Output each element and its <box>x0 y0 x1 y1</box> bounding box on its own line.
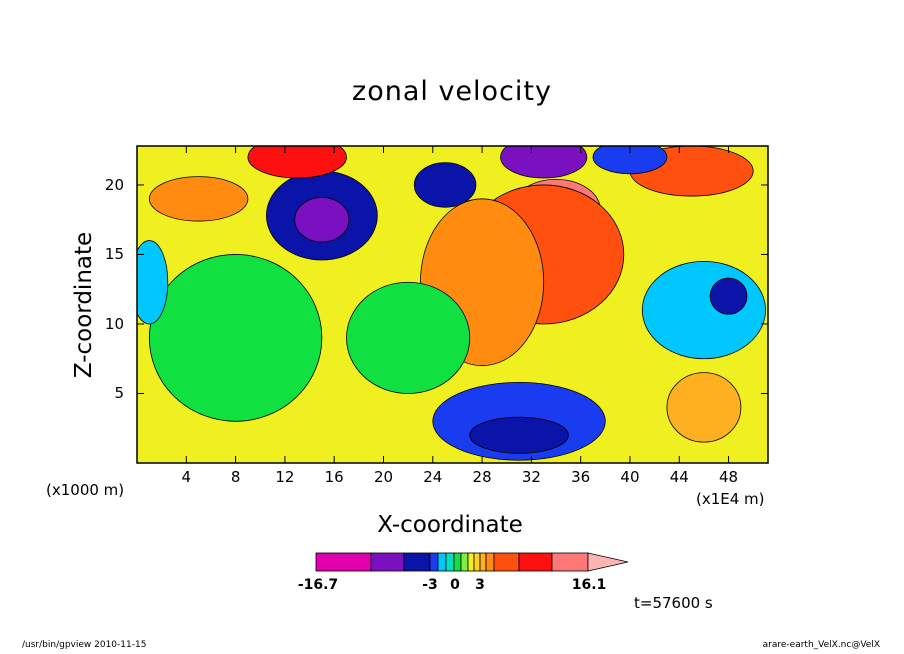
colorbar-tick-label: 16.1 <box>571 577 607 593</box>
contour-region <box>294 197 350 243</box>
y-tick-label: 5 <box>114 384 124 403</box>
colorbar-segment <box>479 552 487 572</box>
colorbar-tick-label: 3 <box>475 577 485 593</box>
y-tick-marks <box>137 184 768 394</box>
x-tick-label: 32 <box>521 468 541 486</box>
colorbar-tick-label: -16.7 <box>297 577 339 593</box>
footer-program-date: /usr/bin/gpview 2010-11-15 <box>22 640 147 650</box>
colorbar-segment <box>315 552 372 572</box>
x-unit-label-secondary: (x1E4 m) <box>696 490 765 508</box>
x-tick-label: 16 <box>324 468 344 486</box>
x-tick-label: 24 <box>423 468 443 486</box>
contour-region <box>709 277 748 315</box>
contour-region <box>469 416 569 454</box>
colorbar-extension-arrow <box>587 552 629 572</box>
colorbar <box>315 552 629 572</box>
y-tick-label: 20 <box>104 175 124 194</box>
contour-region <box>592 146 668 175</box>
contour-region <box>148 254 323 422</box>
x-tick-label: 40 <box>620 468 640 486</box>
colorbar-segment <box>473 552 481 572</box>
x-tick-label: 12 <box>275 468 295 486</box>
chart-title: zonal velocity <box>352 76 552 107</box>
colorbar-segment <box>467 552 475 572</box>
plot-frame <box>136 145 769 464</box>
colorbar-segment <box>493 552 520 572</box>
x-tick-label: 48 <box>719 468 739 486</box>
x-tick-label: 28 <box>472 468 492 486</box>
x-axis-label: X-coordinate <box>377 512 523 538</box>
colorbar-segment <box>460 552 469 572</box>
footer-source-file: arare-earth_VelX.nc@VelX <box>762 640 880 650</box>
contour-region <box>666 372 742 443</box>
contour-region <box>346 281 471 394</box>
y-tick-label: 10 <box>104 314 124 333</box>
contour-region <box>137 240 169 325</box>
y-axis-label: Z-coordinate <box>71 231 97 379</box>
y-tick-label: 15 <box>104 245 124 264</box>
colorbar-segment <box>445 552 455 572</box>
colorbar-segment <box>453 552 462 572</box>
colorbar-segment <box>551 552 589 572</box>
x-tick-marks <box>185 146 730 463</box>
colorbar-segment <box>437 552 447 572</box>
colorbar-tick-label: 0 <box>450 577 460 593</box>
contour-region <box>247 146 347 179</box>
contour-region <box>413 162 477 208</box>
contour-plot-area <box>137 146 768 463</box>
colorbar-segment <box>429 552 439 572</box>
x-tick-label: 44 <box>669 468 689 486</box>
colorbar-segment <box>518 552 553 572</box>
x-tick-label: 4 <box>181 468 192 486</box>
x-tick-label: 8 <box>230 468 241 486</box>
x-tick-label: 36 <box>571 468 591 486</box>
contour-region <box>641 260 766 360</box>
colorbar-segment <box>485 552 495 572</box>
time-label: t=57600 s <box>634 594 713 612</box>
contour-region <box>148 176 249 222</box>
colorbar-tick-label: -3 <box>422 577 438 593</box>
contour-region <box>500 146 588 179</box>
x-tick-label: 20 <box>373 468 394 486</box>
colorbar-segment <box>403 552 431 572</box>
x-unit-label: (x1000 m) <box>46 481 125 499</box>
colorbar-segment <box>370 552 405 572</box>
